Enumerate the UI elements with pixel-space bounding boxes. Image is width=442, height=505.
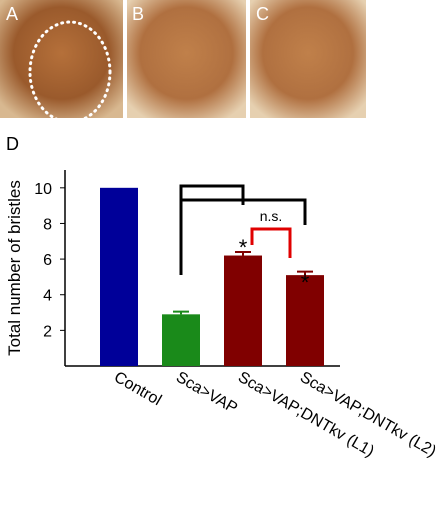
x-tick-label: Control [111, 369, 164, 410]
photo [250, 0, 366, 118]
panel-label: D [6, 134, 19, 154]
x-tick-label: Sca>VAP [173, 369, 240, 418]
annotation: * [301, 270, 310, 295]
bar [224, 255, 262, 366]
error-bar [173, 310, 189, 315]
y-tick-label: 10 [34, 181, 52, 198]
brackets [179, 184, 307, 275]
y-tick-label: 2 [43, 323, 52, 340]
bar [286, 275, 324, 366]
annotation: n.s. [260, 208, 283, 224]
panel-label: A [6, 4, 18, 24]
dotted-outline [28, 20, 112, 124]
panel-label: C [256, 4, 269, 24]
y-tick-label: 8 [43, 216, 52, 233]
bar [100, 187, 138, 366]
y-axis-label: Total number of bristles [5, 180, 24, 356]
error-bar [235, 250, 251, 256]
panel-label: B [132, 4, 144, 24]
annotation: * [239, 235, 248, 260]
bar [162, 314, 200, 366]
photo [0, 0, 123, 118]
y-tick-label: 6 [43, 252, 52, 269]
y-tick-label: 4 [43, 288, 52, 305]
photo [127, 0, 246, 118]
ns-bracket [250, 227, 292, 258]
error-bar [297, 270, 313, 276]
